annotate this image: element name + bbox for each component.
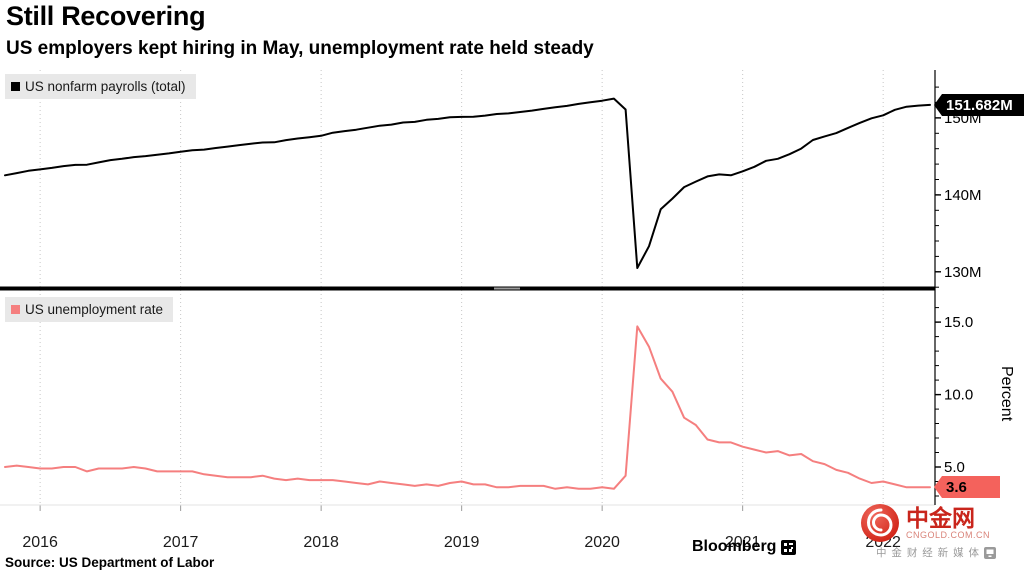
unemployment-legend-swatch	[11, 305, 20, 314]
y-axis-label: 10.0	[944, 387, 973, 404]
x-axis-label: 2020	[584, 534, 620, 551]
x-axis-label: 2017	[163, 534, 199, 551]
source-note: Source: US Department of Labor	[5, 555, 215, 570]
watermark-domain: CNGOLD.COM.CN	[906, 529, 991, 540]
separator-drag-handle[interactable]	[494, 287, 520, 290]
x-axis-label: 2018	[303, 534, 339, 551]
unemployment-legend-label: US unemployment rate	[25, 302, 164, 317]
y-axis-label: 15.0	[944, 314, 973, 331]
payrolls-legend-swatch	[11, 82, 20, 91]
page-title: Still Recovering	[6, 1, 206, 31]
y-axis-label: 140M	[944, 187, 982, 204]
media-badge-icon	[984, 546, 997, 559]
watermark-name: 中金网	[906, 504, 975, 531]
legend-nonfarm-payrolls: US nonfarm payrolls (total)	[5, 74, 196, 99]
x-axis-label: 2016	[22, 534, 58, 551]
y-axis-title-percent: Percent	[998, 366, 1015, 422]
unemployment-last-value-flag: 3.6	[934, 476, 1000, 498]
cngold-watermark: 中金网 CNGOLD.COM.CN 中 金 财 经 新 媒 体	[860, 503, 1024, 560]
bloomberg-logo: Bloomberg	[692, 538, 797, 556]
x-axis-label: 2019	[444, 534, 480, 551]
bloomberg-wordmark: Bloomberg	[692, 538, 777, 555]
nonfarm-payrolls-line	[4, 97, 931, 269]
bloomberg-square-icon	[781, 539, 797, 555]
watermark-tagline-row: 中 金 财 经 新 媒 体	[876, 545, 1024, 560]
page-subtitle: US employers kept hiring in May, unemplo…	[6, 38, 594, 59]
payrolls-last-value-flag: 151.682M	[934, 94, 1024, 116]
payrolls-legend-label: US nonfarm payrolls (total)	[25, 79, 186, 94]
x-axis-label: 2021	[725, 534, 761, 551]
unemployment-rate-line	[4, 325, 931, 490]
cngold-logo-icon	[861, 504, 899, 542]
panel-separator	[0, 286, 935, 291]
y-axis-label: 130M	[944, 264, 982, 281]
y-axis-label: 5.0	[944, 459, 965, 476]
legend-unemployment-rate: US unemployment rate	[5, 297, 174, 322]
watermark-tagline: 中 金 财 经 新 媒 体	[876, 547, 981, 559]
